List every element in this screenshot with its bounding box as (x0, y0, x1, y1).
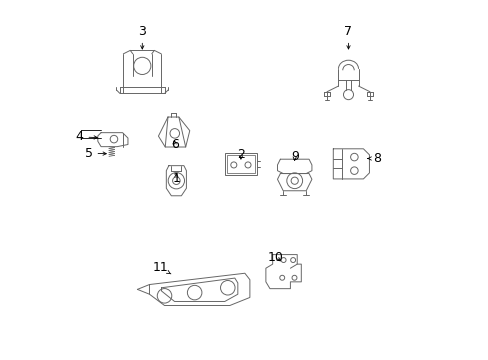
Text: 2: 2 (237, 148, 244, 161)
Text: 7: 7 (344, 25, 352, 49)
Text: 10: 10 (267, 251, 283, 264)
Text: 1: 1 (172, 172, 180, 185)
Text: 6: 6 (170, 138, 178, 150)
Text: 11: 11 (152, 261, 170, 274)
Text: 8: 8 (367, 152, 381, 165)
Text: 3: 3 (138, 25, 146, 49)
Bar (224, 153, 257, 175)
Text: 9: 9 (290, 150, 298, 163)
Text: 4: 4 (76, 130, 97, 144)
Text: 5: 5 (84, 147, 106, 159)
Bar (226, 155, 254, 173)
